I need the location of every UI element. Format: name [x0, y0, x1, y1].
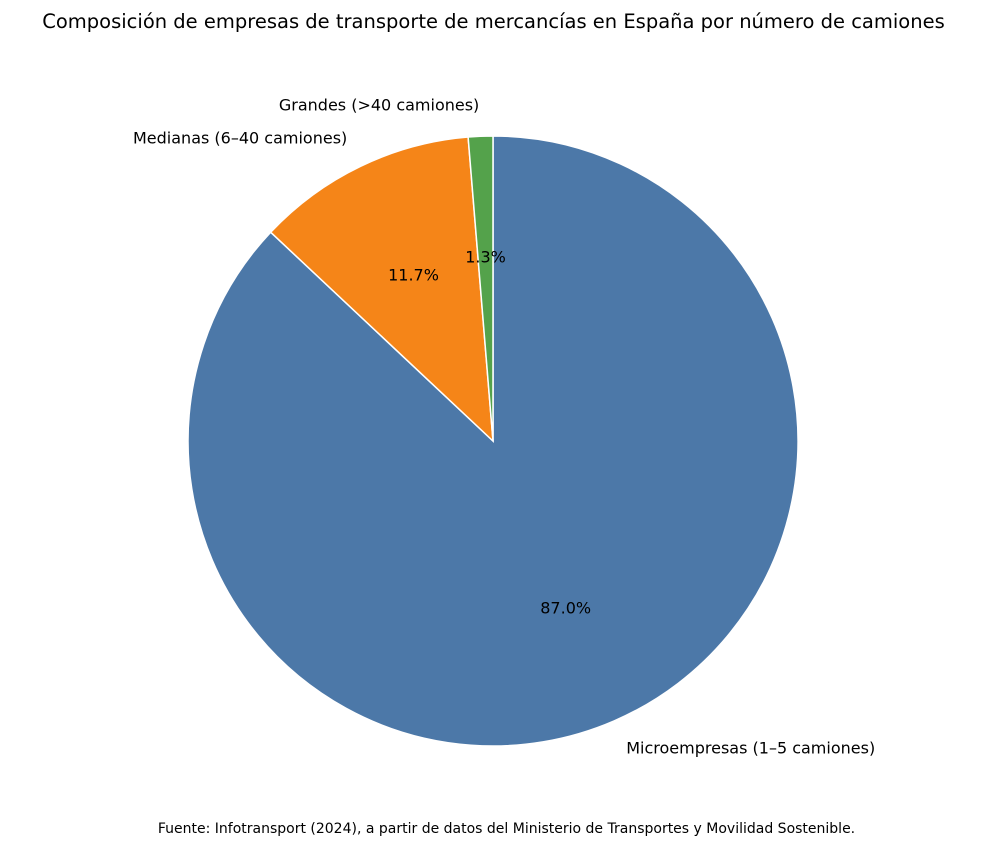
slice-label: Grandes (>40 camiones)	[279, 95, 479, 114]
slice-percent-label: 1.3%	[465, 248, 506, 267]
chart-footnote: Fuente: Infotransport (2024), a partir d…	[157, 821, 856, 837]
pie-slice	[467, 135, 494, 442]
pie-slice	[269, 136, 494, 443]
slice-percent-label: 11.7%	[388, 266, 439, 285]
slice-label: Microempresas (1–5 camiones)	[626, 738, 875, 757]
chart-title: Composición de empresas de transporte de…	[42, 10, 945, 33]
slice-percent-label: 87.0%	[540, 598, 591, 617]
slice-label: Medianas (6–40 camiones)	[133, 128, 347, 147]
